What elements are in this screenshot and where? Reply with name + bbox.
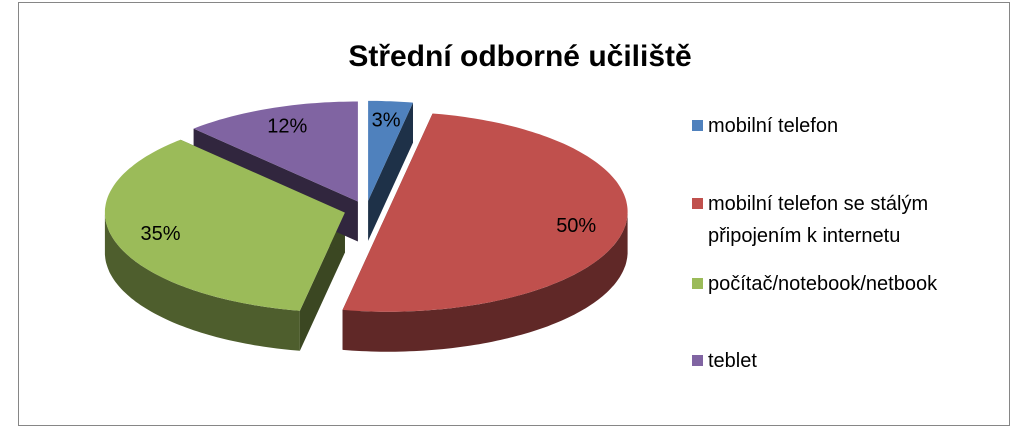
data-label: 3% [372,110,401,132]
chart-frame [18,2,1010,426]
data-label: 50% [556,215,596,237]
legend-label: mobilní telefon [708,115,839,137]
chart-title: Střední odborné učiliště [348,40,691,73]
legend-swatch [692,120,703,131]
data-label: 12% [267,115,307,137]
slice [368,100,413,201]
legend-swatch [692,198,703,209]
legend-label: počítač/notebook/netbook [708,273,938,295]
legend-entry: mobilní telefon se stálým připojením k i… [692,188,992,252]
legend-entry: mobilní telefon [692,110,992,142]
slice [342,113,628,312]
legend-swatch [692,355,703,366]
data-label: 35% [140,223,180,245]
slice [104,139,345,311]
slice-wall [104,212,300,351]
legend-entry: počítač/notebook/netbook [692,268,992,300]
legend-entry: teblet [692,345,992,377]
legend-label: mobilní telefon se stálým připojením k i… [708,193,929,247]
slice-side [368,102,413,241]
legend-swatch [692,278,703,289]
legend-label: teblet [708,350,757,372]
slice-wall [342,211,628,352]
slice [193,101,358,202]
